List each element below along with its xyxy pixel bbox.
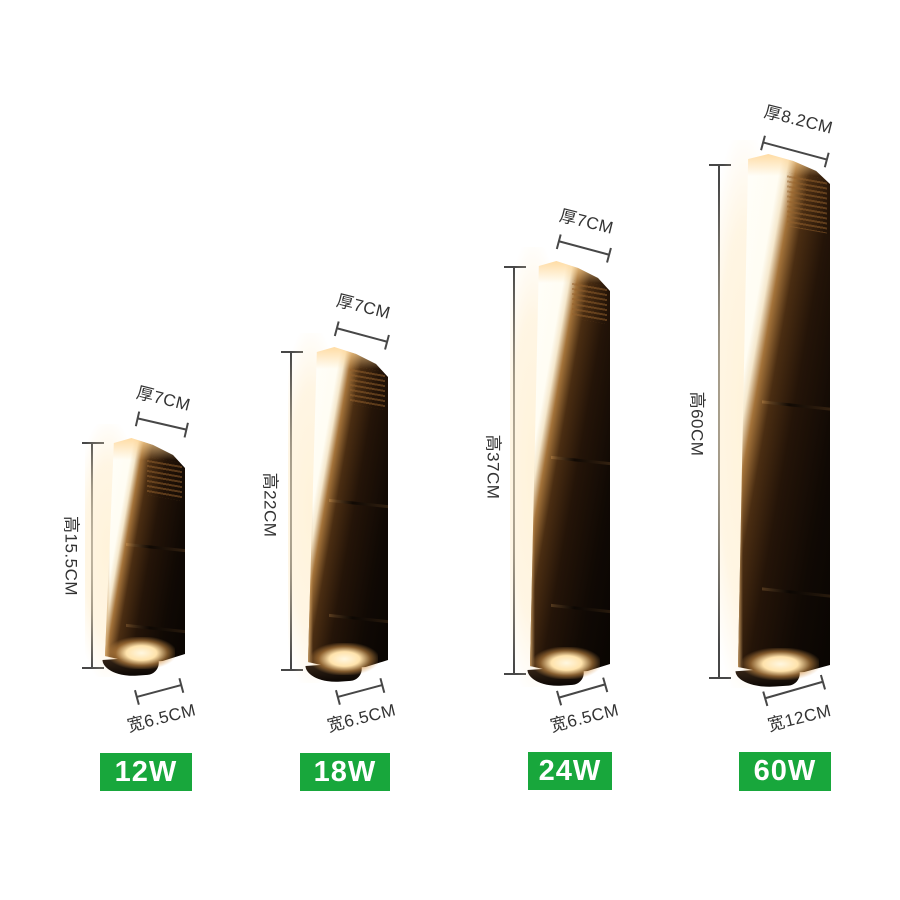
downlight-glow [108,637,176,669]
thickness-label: 厚7CM [557,206,616,238]
width-label: 宽12CM [765,700,834,736]
body-seam [126,624,185,633]
body-seam [762,400,830,410]
wattage-badge: 24W [528,752,612,790]
thickness-label: 厚7CM [334,291,393,323]
wall-lamp-12w [85,424,185,678]
width-dimension-line [136,684,182,698]
height-label: 高37CM [483,434,503,500]
wall-lamp-60w [718,140,830,690]
height-label: 高15.5CM [61,515,81,597]
width-dimension-line [337,684,383,698]
body-seam [126,543,185,552]
heatsink-grooves [787,172,827,233]
lamp-body [105,438,185,663]
height-label: 高22CM [260,472,280,538]
thickness-dimension-line [137,417,187,431]
downlight-glow [533,647,601,679]
lamp-body [738,154,830,674]
body-seam [762,587,830,597]
wattage-badge: 18W [300,753,390,791]
wall-lamp-24w [510,247,610,688]
downlight-glow [311,643,379,675]
thickness-label: 厚8.2CM [762,102,835,138]
body-seam [551,456,610,465]
height-label: 高60CM [687,391,707,457]
width-label: 宽6.5CM [325,700,398,736]
lamp-body [308,347,388,669]
wattage-badge: 12W [100,753,192,791]
heatsink-grooves [350,366,385,410]
downlight-glow [741,648,819,680]
thickness-label: 厚7CM [134,383,193,415]
wattage-badge: 60W [739,752,831,791]
wall-lamp-18w [288,333,388,684]
heatsink-grooves [572,280,607,324]
heatsink-grooves [147,457,182,501]
body-seam [329,498,388,507]
body-seam [329,614,388,623]
lamp-body [530,261,610,673]
body-seam [551,604,610,613]
width-label: 宽6.5CM [125,700,198,736]
